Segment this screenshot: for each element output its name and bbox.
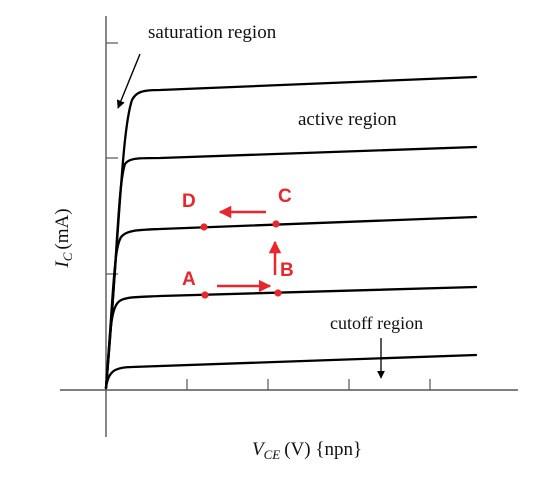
point-b-dot bbox=[274, 289, 282, 297]
operating-points: A B C D bbox=[182, 186, 294, 299]
curve-ib-2 bbox=[104, 285, 478, 390]
cutoff-region-label: cutoff region bbox=[330, 313, 423, 333]
active-region-label: active region bbox=[298, 109, 397, 130]
point-b-label: B bbox=[280, 260, 294, 281]
characteristic-curves bbox=[104, 75, 478, 390]
axis-titles: IC(mA) VCE (V) {npn} bbox=[52, 208, 362, 462]
point-c-label: C bbox=[278, 186, 292, 207]
curve-ib-1 bbox=[104, 353, 478, 390]
point-a-label: A bbox=[182, 269, 196, 290]
x-axis-title: VCE (V) {npn} bbox=[252, 439, 362, 462]
point-a-dot bbox=[201, 291, 209, 299]
curve-ib-5 bbox=[104, 75, 478, 390]
point-c-dot bbox=[272, 220, 280, 228]
region-labels: saturation region active region cutoff r… bbox=[116, 22, 423, 379]
saturation-arrow bbox=[116, 53, 141, 109]
axes bbox=[60, 16, 518, 437]
y-axis-title: IC(mA) bbox=[52, 208, 75, 268]
point-d-dot bbox=[200, 223, 208, 231]
saturation-region-label: saturation region bbox=[148, 22, 277, 43]
point-d-label: D bbox=[182, 191, 196, 212]
